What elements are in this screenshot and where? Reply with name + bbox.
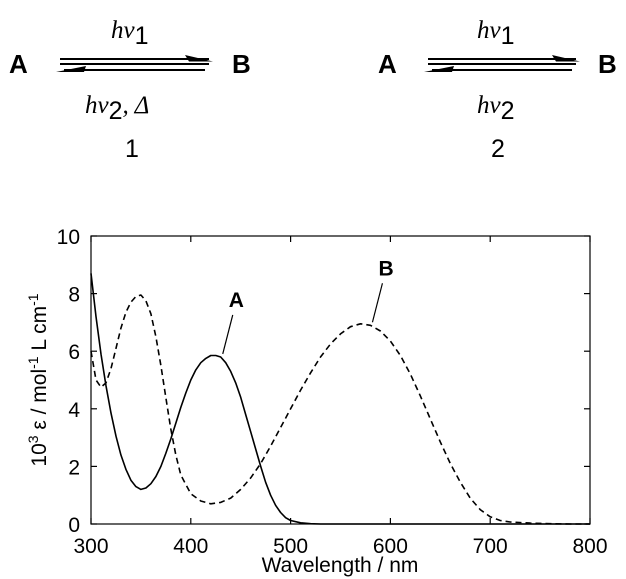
scheme-2-number: 2 [491, 135, 505, 163]
annotation-A-label: A [229, 289, 244, 312]
scheme-2-reactant: A [378, 49, 397, 79]
scheme-2-product: B [598, 49, 617, 79]
y-tick-label: 0 [68, 514, 80, 537]
y-tick-label: 4 [68, 399, 80, 422]
annotation-B-leader [371, 283, 384, 323]
scheme-1-reactant: A [9, 49, 28, 79]
x-tick-label: 500 [273, 535, 308, 558]
scheme-2-forward-arrow [428, 55, 580, 65]
series-layer [90, 273, 590, 525]
scheme-1-number: 1 [125, 135, 139, 163]
x-axis-ticks: 300 400 500 600 700 800 [73, 236, 608, 558]
y-tick-label: 10 [57, 226, 80, 249]
x-tick-label: 800 [572, 535, 607, 558]
y-tick-label: 6 [68, 341, 80, 364]
series-B-line [90, 294, 590, 525]
plot-frame [90, 235, 591, 525]
scheme-2-forward-label: hν1 [477, 17, 515, 50]
scheme-1-forward-label: hν1 [111, 17, 149, 50]
scheme-1: A B hν1 hν2, Δ 1 [9, 17, 251, 163]
annotation-layer: AB [222, 257, 394, 355]
annotation-A-leader [222, 314, 234, 355]
series-A-line [90, 273, 590, 525]
y-tick-label: 2 [68, 456, 80, 479]
x-axis-label: Wavelength / nm [262, 554, 419, 577]
x-tick-label: 600 [373, 535, 408, 558]
scheme-1-product: B [232, 49, 251, 79]
x-tick-label: 400 [173, 535, 208, 558]
annotation-B-label: B [378, 257, 393, 280]
scheme-2-reverse-label: hν2 [477, 92, 515, 125]
y-axis-label: 103 ε / mol-1 L cm-1 [25, 293, 51, 466]
scheme-1-reverse-arrow [56, 66, 205, 72]
scheme-2-reverse-arrow [424, 66, 572, 72]
scheme-1-forward-arrow [60, 55, 213, 65]
x-tick-label: 700 [473, 535, 508, 558]
y-axis-ticks: 0 2 4 6 8 10 [57, 226, 590, 537]
scheme-2: A B hν1 hν2 2 [378, 17, 617, 163]
x-tick-label: 300 [73, 535, 108, 558]
y-tick-label: 8 [68, 284, 80, 307]
scheme-1-reverse-label: hν2, Δ [85, 92, 149, 125]
